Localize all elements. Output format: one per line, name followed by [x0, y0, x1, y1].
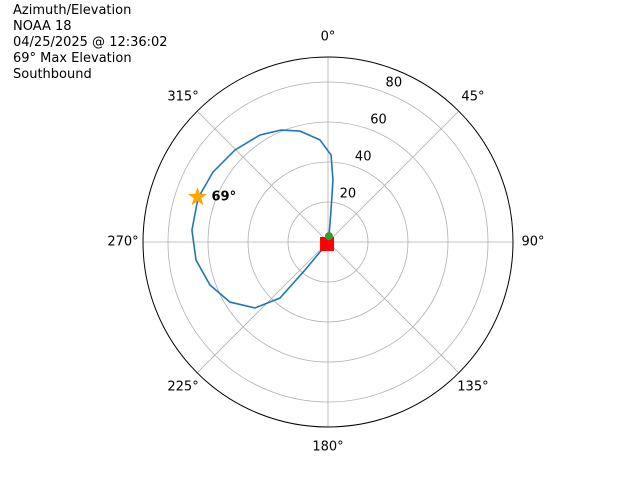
- theta-tick-label: 90°: [521, 235, 544, 250]
- theta-tick-label: 225°: [167, 379, 198, 394]
- theta-tick-label: 0°: [321, 30, 336, 45]
- theta-tick-label: 45°: [461, 90, 484, 105]
- theta-tick-label: 315°: [167, 90, 198, 105]
- grid-spoke: [327, 241, 460, 374]
- annotation: 04/25/2025 @ 12:36:02: [13, 35, 168, 50]
- annotation: Azimuth/Elevation: [13, 3, 131, 18]
- r-tick-label: 20: [340, 186, 357, 201]
- grid-spoke: [196, 110, 329, 243]
- r-tick-label: 60: [370, 113, 387, 128]
- theta-tick-label: 180°: [312, 440, 343, 455]
- max-elevation-star: [188, 187, 207, 206]
- theta-tick-label: 270°: [107, 235, 138, 250]
- grid-spoke: [196, 241, 329, 374]
- theta-tick-label: 135°: [457, 379, 488, 394]
- pass-line: [191, 129, 334, 309]
- r-tick-label: 80: [386, 76, 403, 91]
- start-marker: [324, 232, 333, 241]
- grid-spoke: [327, 110, 460, 243]
- annotation: 69° Max Elevation: [13, 51, 132, 66]
- annotation: Southbound: [13, 67, 92, 82]
- r-tick-label: 40: [355, 150, 372, 165]
- annotation: NOAA 18: [13, 19, 72, 34]
- outer-circle: [142, 56, 514, 428]
- max-elevation-label: 69°: [212, 190, 237, 205]
- end-marker: [320, 236, 335, 251]
